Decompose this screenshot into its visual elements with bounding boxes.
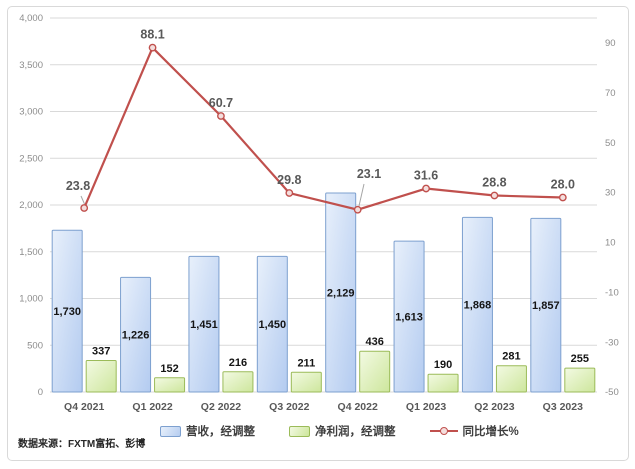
growth-marker bbox=[80, 204, 89, 212]
growth-data-label: 28.0 bbox=[551, 178, 575, 192]
net-profit-data-label: 190 bbox=[434, 359, 452, 371]
source-note: 数据来源：FXTM富拓、彭博 bbox=[18, 439, 146, 450]
right-axis-tick: 10 bbox=[605, 238, 616, 249]
growth-data-label: 31.6 bbox=[414, 169, 438, 183]
category-label: Q3 2023 bbox=[543, 401, 583, 413]
net-profit-data-label: 436 bbox=[366, 336, 384, 348]
revenue-data-label: 1,868 bbox=[464, 300, 492, 312]
legend-label-yoy-growth: 同比增长% bbox=[462, 426, 519, 438]
category-label: Q2 2022 bbox=[201, 401, 241, 413]
bar-revenue bbox=[256, 255, 288, 393]
left-axis-tick: 500 bbox=[27, 340, 43, 351]
revenue-data-label: 1,450 bbox=[259, 319, 287, 331]
legend: 营收，经调整 净利润，经调整 同比增长% bbox=[160, 423, 519, 439]
growth-marker bbox=[148, 43, 157, 52]
growth-marker bbox=[490, 191, 499, 200]
left-axis-tick: 4,000 bbox=[19, 13, 43, 24]
revenue-data-label: 1,613 bbox=[395, 312, 423, 324]
bar-net-profit bbox=[154, 377, 186, 393]
legend-item-revenue: 营收，经调整 bbox=[160, 423, 255, 439]
growth-marker bbox=[285, 189, 294, 197]
left-axis-tick: 1,500 bbox=[19, 247, 43, 258]
right-axis-tick: 90 bbox=[605, 38, 616, 49]
revenue-data-label: 1,226 bbox=[122, 330, 150, 342]
growth-data-label: 23.1 bbox=[357, 167, 381, 181]
bar-revenue bbox=[51, 229, 83, 393]
bar-revenue bbox=[325, 192, 357, 393]
bar-net-profit bbox=[427, 373, 459, 393]
growth-line-icon bbox=[429, 427, 458, 435]
category-label: Q1 2022 bbox=[132, 401, 172, 413]
bar-revenue bbox=[530, 217, 562, 393]
bar-revenue bbox=[393, 240, 425, 393]
right-axis-tick: 50 bbox=[605, 138, 616, 149]
net-profit-data-label: 281 bbox=[502, 351, 520, 363]
net-profit-data-label: 337 bbox=[92, 345, 110, 357]
legend-item-yoy-growth: 同比增长% bbox=[429, 423, 519, 439]
net-profit-data-label: 216 bbox=[229, 357, 247, 369]
bar-revenue bbox=[461, 216, 493, 393]
bar-revenue bbox=[188, 255, 220, 393]
left-axis-tick: 3,500 bbox=[19, 60, 43, 71]
revenue-data-label: 1,451 bbox=[190, 319, 218, 331]
category-label: Q3 2022 bbox=[269, 401, 309, 413]
net-profit-data-label: 152 bbox=[160, 363, 178, 375]
label-leader-line bbox=[80, 195, 85, 205]
bar-revenue bbox=[120, 276, 152, 393]
label-leader-line bbox=[358, 183, 365, 207]
growth-data-label: 29.8 bbox=[277, 173, 301, 187]
revenue-swatch-icon bbox=[160, 425, 181, 437]
growth-data-label: 28.8 bbox=[482, 176, 506, 190]
right-axis-tick: -50 bbox=[605, 387, 619, 398]
left-axis-tick: 3,000 bbox=[19, 107, 43, 118]
right-axis-tick: -10 bbox=[605, 287, 619, 298]
left-axis-tick: 1,000 bbox=[19, 294, 43, 305]
growth-marker bbox=[353, 205, 362, 214]
legend-label-revenue: 营收，经调整 bbox=[186, 426, 255, 438]
bar-net-profit bbox=[290, 371, 322, 393]
revenue-data-label: 1,730 bbox=[53, 306, 81, 318]
right-axis-tick: 70 bbox=[605, 88, 616, 99]
legend-item-net-profit: 净利润，经调整 bbox=[289, 423, 396, 439]
revenue-data-label: 2,129 bbox=[327, 287, 355, 299]
growth-marker bbox=[558, 193, 567, 202]
growth-data-label: 60.7 bbox=[209, 96, 233, 110]
bar-net-profit bbox=[564, 367, 596, 393]
category-label: Q1 2023 bbox=[406, 401, 446, 413]
growth-marker-icon bbox=[439, 427, 448, 435]
growth-data-label: 88.1 bbox=[140, 28, 164, 42]
net-profit-data-label: 255 bbox=[571, 353, 589, 365]
growth-marker bbox=[217, 112, 225, 120]
net-profit-data-label: 211 bbox=[297, 357, 315, 369]
bar-net-profit bbox=[85, 359, 117, 393]
net-profit-swatch-icon bbox=[289, 425, 310, 437]
left-axis-tick: 0 bbox=[38, 387, 43, 398]
growth-data-label: 23.8 bbox=[66, 179, 90, 193]
growth-line bbox=[83, 45, 563, 211]
bar-net-profit bbox=[222, 371, 254, 393]
category-label: Q4 2022 bbox=[338, 401, 378, 413]
revenue-data-label: 1,857 bbox=[532, 300, 560, 312]
category-label: Q2 2023 bbox=[474, 401, 514, 413]
right-axis-tick: 30 bbox=[605, 188, 616, 199]
left-axis-tick: 2,000 bbox=[19, 200, 43, 211]
legend-label-net-profit: 净利润，经调整 bbox=[315, 426, 396, 438]
right-axis-tick: -30 bbox=[605, 337, 619, 348]
growth-marker bbox=[422, 184, 430, 193]
left-axis-tick: 2,500 bbox=[19, 153, 43, 164]
bar-net-profit bbox=[495, 365, 527, 393]
category-label: Q4 2021 bbox=[64, 401, 104, 413]
bar-net-profit bbox=[359, 350, 391, 393]
